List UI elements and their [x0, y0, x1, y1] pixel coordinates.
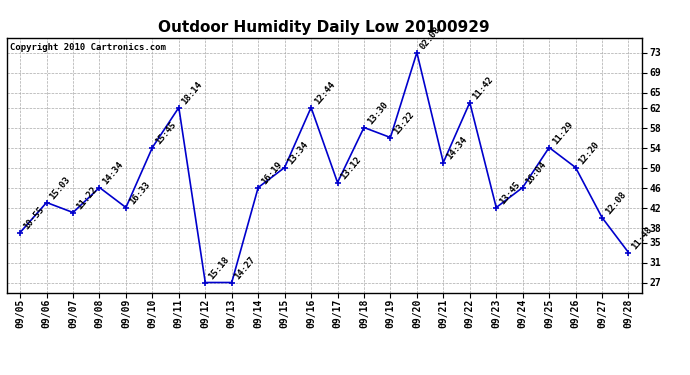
Text: 13:12: 13:12 [339, 155, 363, 181]
Text: 15:03: 15:03 [48, 175, 72, 201]
Text: Copyright 2010 Cartronics.com: Copyright 2010 Cartronics.com [10, 43, 166, 52]
Text: 16:19: 16:19 [259, 160, 284, 186]
Text: 10:55: 10:55 [21, 205, 46, 231]
Text: 16:04: 16:04 [524, 160, 549, 186]
Text: 13:45: 13:45 [497, 180, 522, 206]
Text: 15:18: 15:18 [207, 255, 231, 281]
Text: 15:45: 15:45 [154, 120, 178, 146]
Text: 12:44: 12:44 [313, 80, 337, 106]
Text: 12:08: 12:08 [604, 190, 628, 216]
Text: 11:29: 11:29 [551, 120, 575, 146]
Text: 14:27: 14:27 [233, 255, 257, 281]
Text: 11:48: 11:48 [630, 225, 654, 251]
Text: 18:14: 18:14 [180, 80, 204, 106]
Text: 13:22: 13:22 [392, 110, 416, 136]
Text: 13:30: 13:30 [366, 100, 390, 126]
Text: 12:20: 12:20 [577, 140, 601, 166]
Text: 14:34: 14:34 [101, 160, 125, 186]
Text: 14:34: 14:34 [445, 135, 469, 161]
Title: Outdoor Humidity Daily Low 20100929: Outdoor Humidity Daily Low 20100929 [159, 20, 490, 35]
Text: 11:22: 11:22 [75, 185, 99, 211]
Text: 16:33: 16:33 [128, 180, 152, 206]
Text: 13:34: 13:34 [286, 140, 310, 166]
Text: 02:08: 02:08 [418, 25, 442, 51]
Text: 11:42: 11:42 [471, 75, 495, 101]
